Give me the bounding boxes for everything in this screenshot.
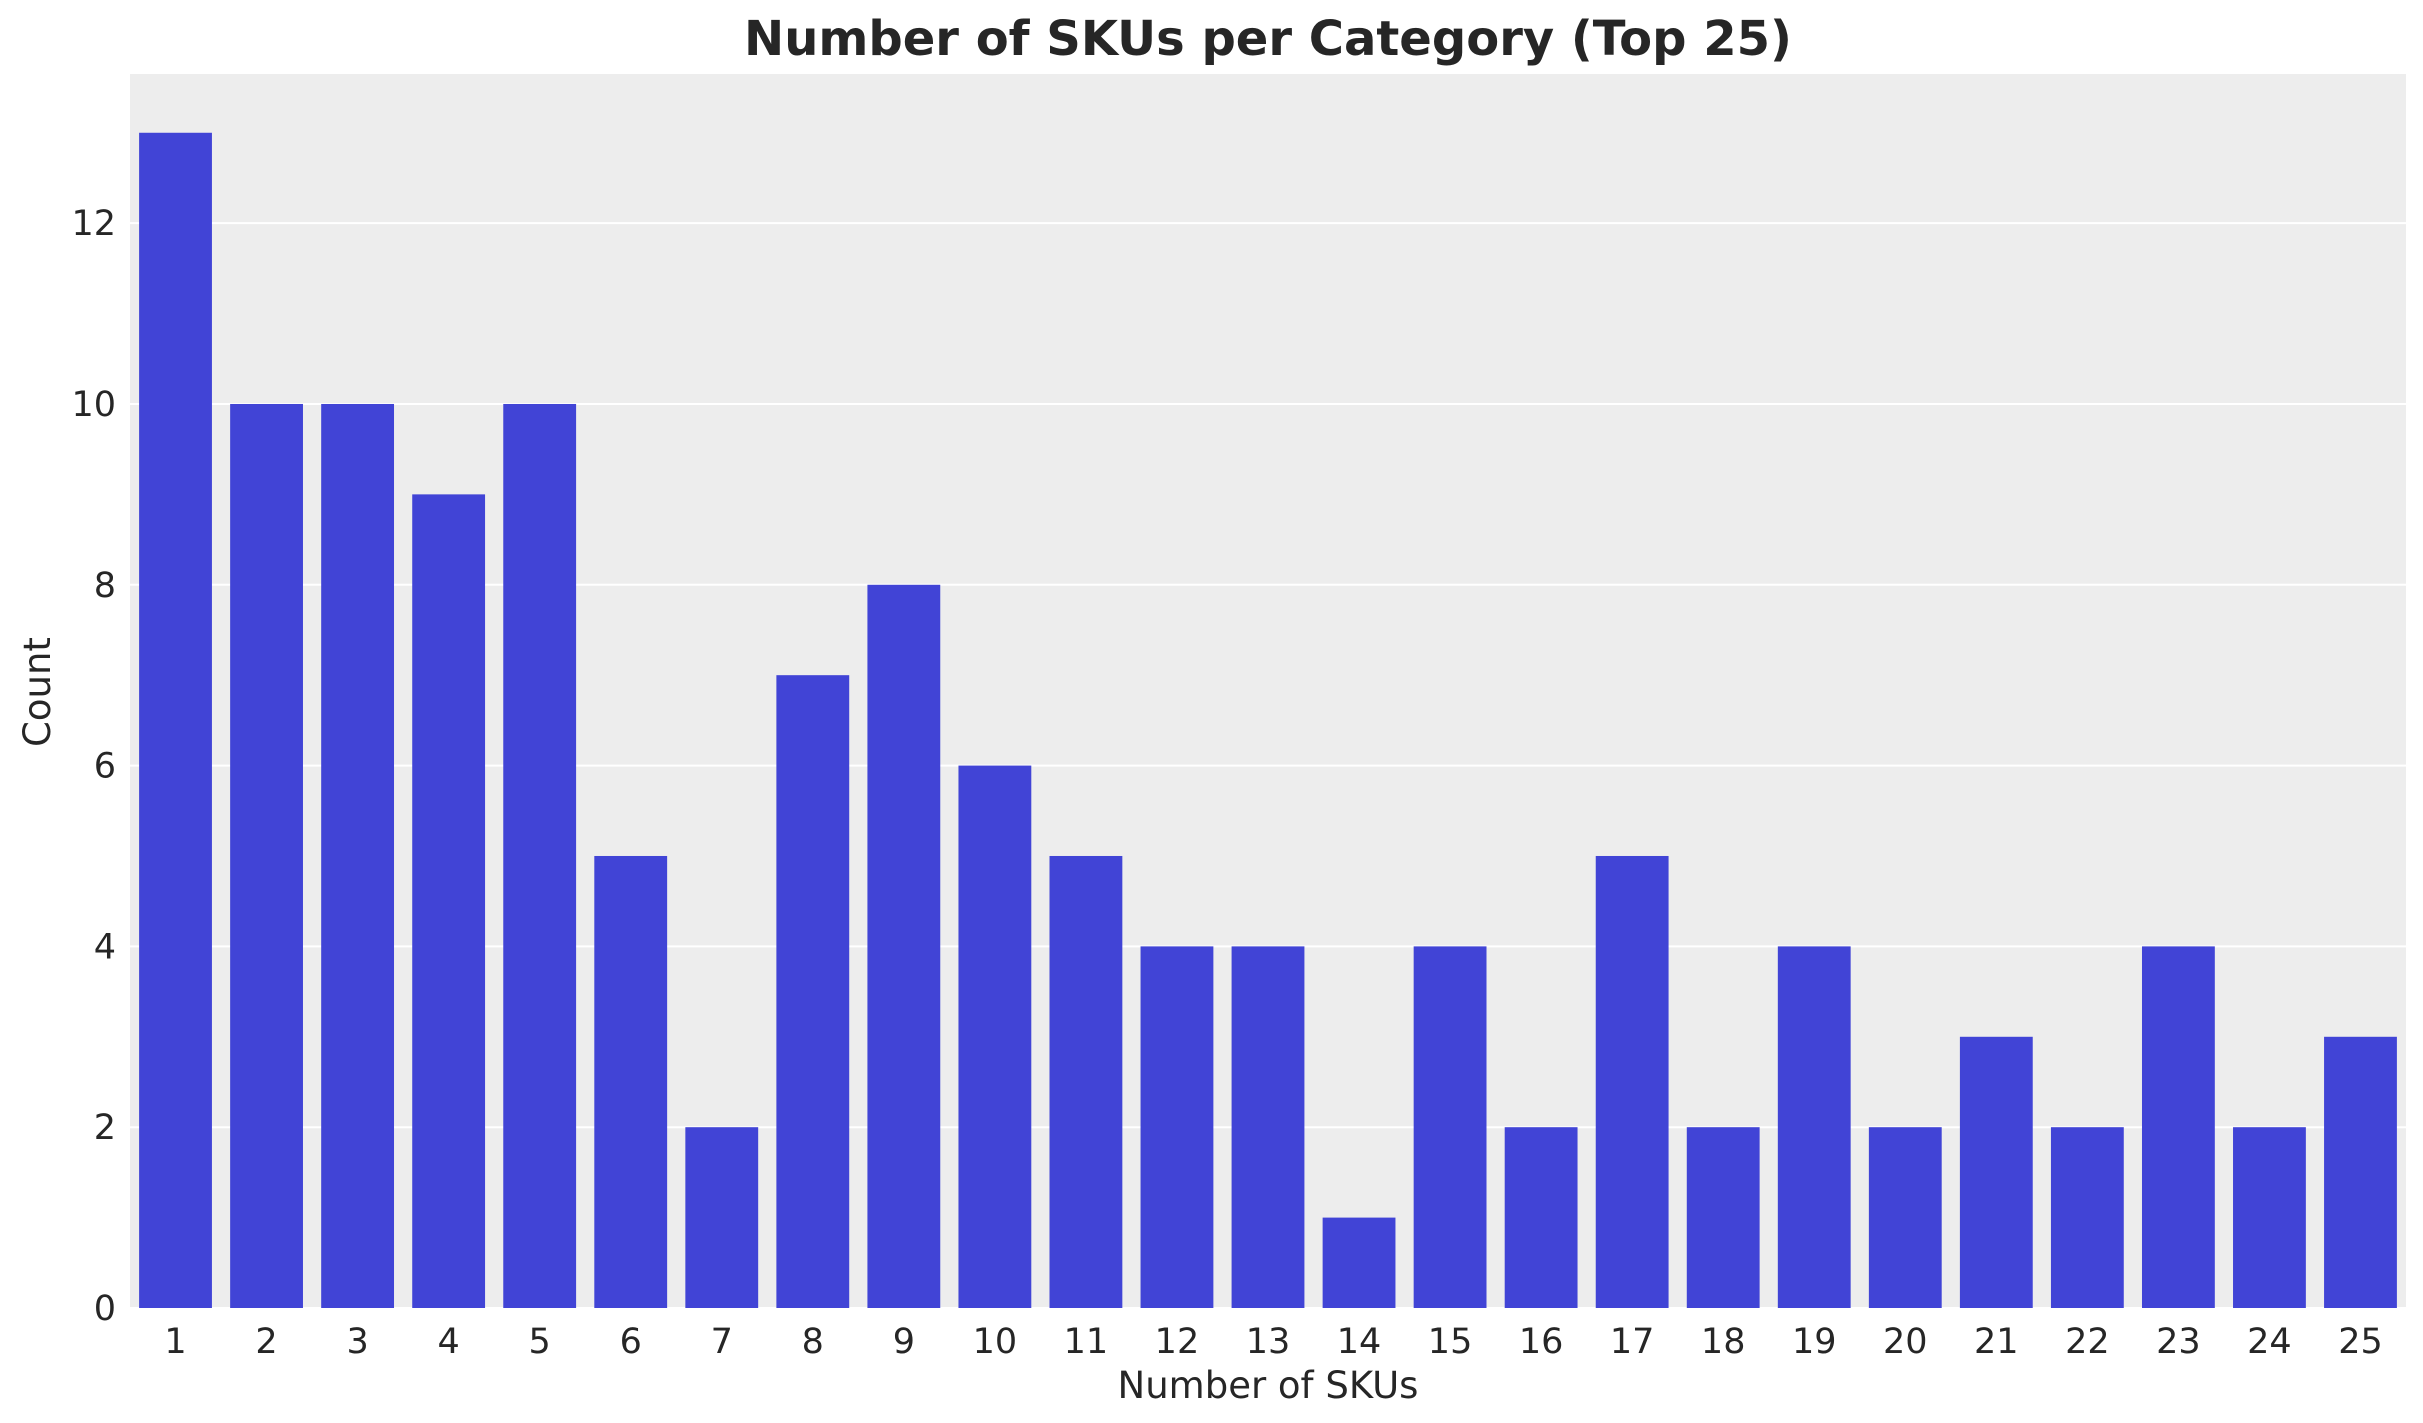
x-tick-label: 16 [1519,1322,1564,1362]
bars [139,132,2397,1308]
x-tick-label: 18 [1701,1322,1746,1362]
x-tick-label: 15 [1428,1322,1473,1362]
bar-23 [2141,946,2215,1308]
bar-4 [412,494,486,1308]
bar-15 [1413,946,1487,1308]
chart-title: Number of SKUs per Category (Top 25) [744,11,1792,67]
x-tick-label: 12 [1155,1322,1200,1362]
x-tick-label: 9 [893,1322,915,1362]
y-tick-label: 8 [94,566,116,606]
x-tick-labels: 1 2 3 4 5 6 7 8 9 10 11 12 13 14 15 16 17 18 19 20 21 22 23 24 2… [164,1322,2382,1362]
x-tick-label: 22 [2065,1322,2110,1362]
x-tick-label: 10 [973,1322,1018,1362]
x-tick-label: 21 [1974,1322,2019,1362]
bar-7 [685,1127,759,1308]
bar-11 [1049,855,1123,1308]
bar-16 [1504,1127,1578,1308]
x-tick-label: 11 [1064,1322,1109,1362]
x-tick-label: 13 [1246,1322,1291,1362]
bar-8 [776,675,850,1308]
bar-6 [594,855,668,1308]
x-tick-label: 7 [711,1322,733,1362]
bar-1 [139,132,212,1308]
bar-24 [2233,1127,2306,1308]
y-tick-label: 0 [94,1289,116,1329]
bar-21 [1959,1036,2033,1308]
x-tick-label: 17 [1610,1322,1655,1362]
bar-18 [1686,1127,1760,1308]
bar-25 [2324,1036,2397,1308]
x-tick-label: 1 [164,1322,186,1362]
bar-3 [321,403,395,1308]
x-tick-label: 19 [1792,1322,1837,1362]
x-tick-label: 14 [1337,1322,1382,1362]
bar-9 [867,584,941,1308]
x-axis-label: Number of SKUs [1118,1364,1419,1407]
y-tick-label: 6 [94,747,116,787]
x-tick-label: 6 [620,1322,642,1362]
x-tick-label: 4 [437,1322,459,1362]
x-tick-label: 8 [802,1322,824,1362]
bar-17 [1595,855,1669,1308]
x-tick-label: 25 [2338,1322,2383,1362]
bar-22 [2050,1127,2124,1308]
bar-20 [1868,1127,1942,1308]
bar-12 [1140,946,1214,1308]
x-tick-label: 3 [346,1322,368,1362]
bar-5 [503,403,577,1308]
y-axis-label: Count [16,637,59,747]
bar-19 [1777,946,1851,1308]
y-tick-label: 2 [94,1108,116,1148]
x-tick-label: 5 [529,1322,551,1362]
x-tick-label: 2 [255,1322,277,1362]
bar-14 [1322,1217,1396,1308]
x-tick-label: 20 [1883,1322,1928,1362]
bar-2 [230,403,303,1308]
bar-10 [958,765,1032,1308]
y-tick-label: 10 [71,385,116,425]
y-tick-labels: 0 2 4 6 8 10 12 [71,204,116,1329]
y-tick-label: 12 [71,204,116,244]
y-tick-label: 4 [94,927,116,967]
x-tick-label: 24 [2247,1322,2292,1362]
x-tick-label: 23 [2156,1322,2201,1362]
bar-13 [1231,946,1305,1308]
